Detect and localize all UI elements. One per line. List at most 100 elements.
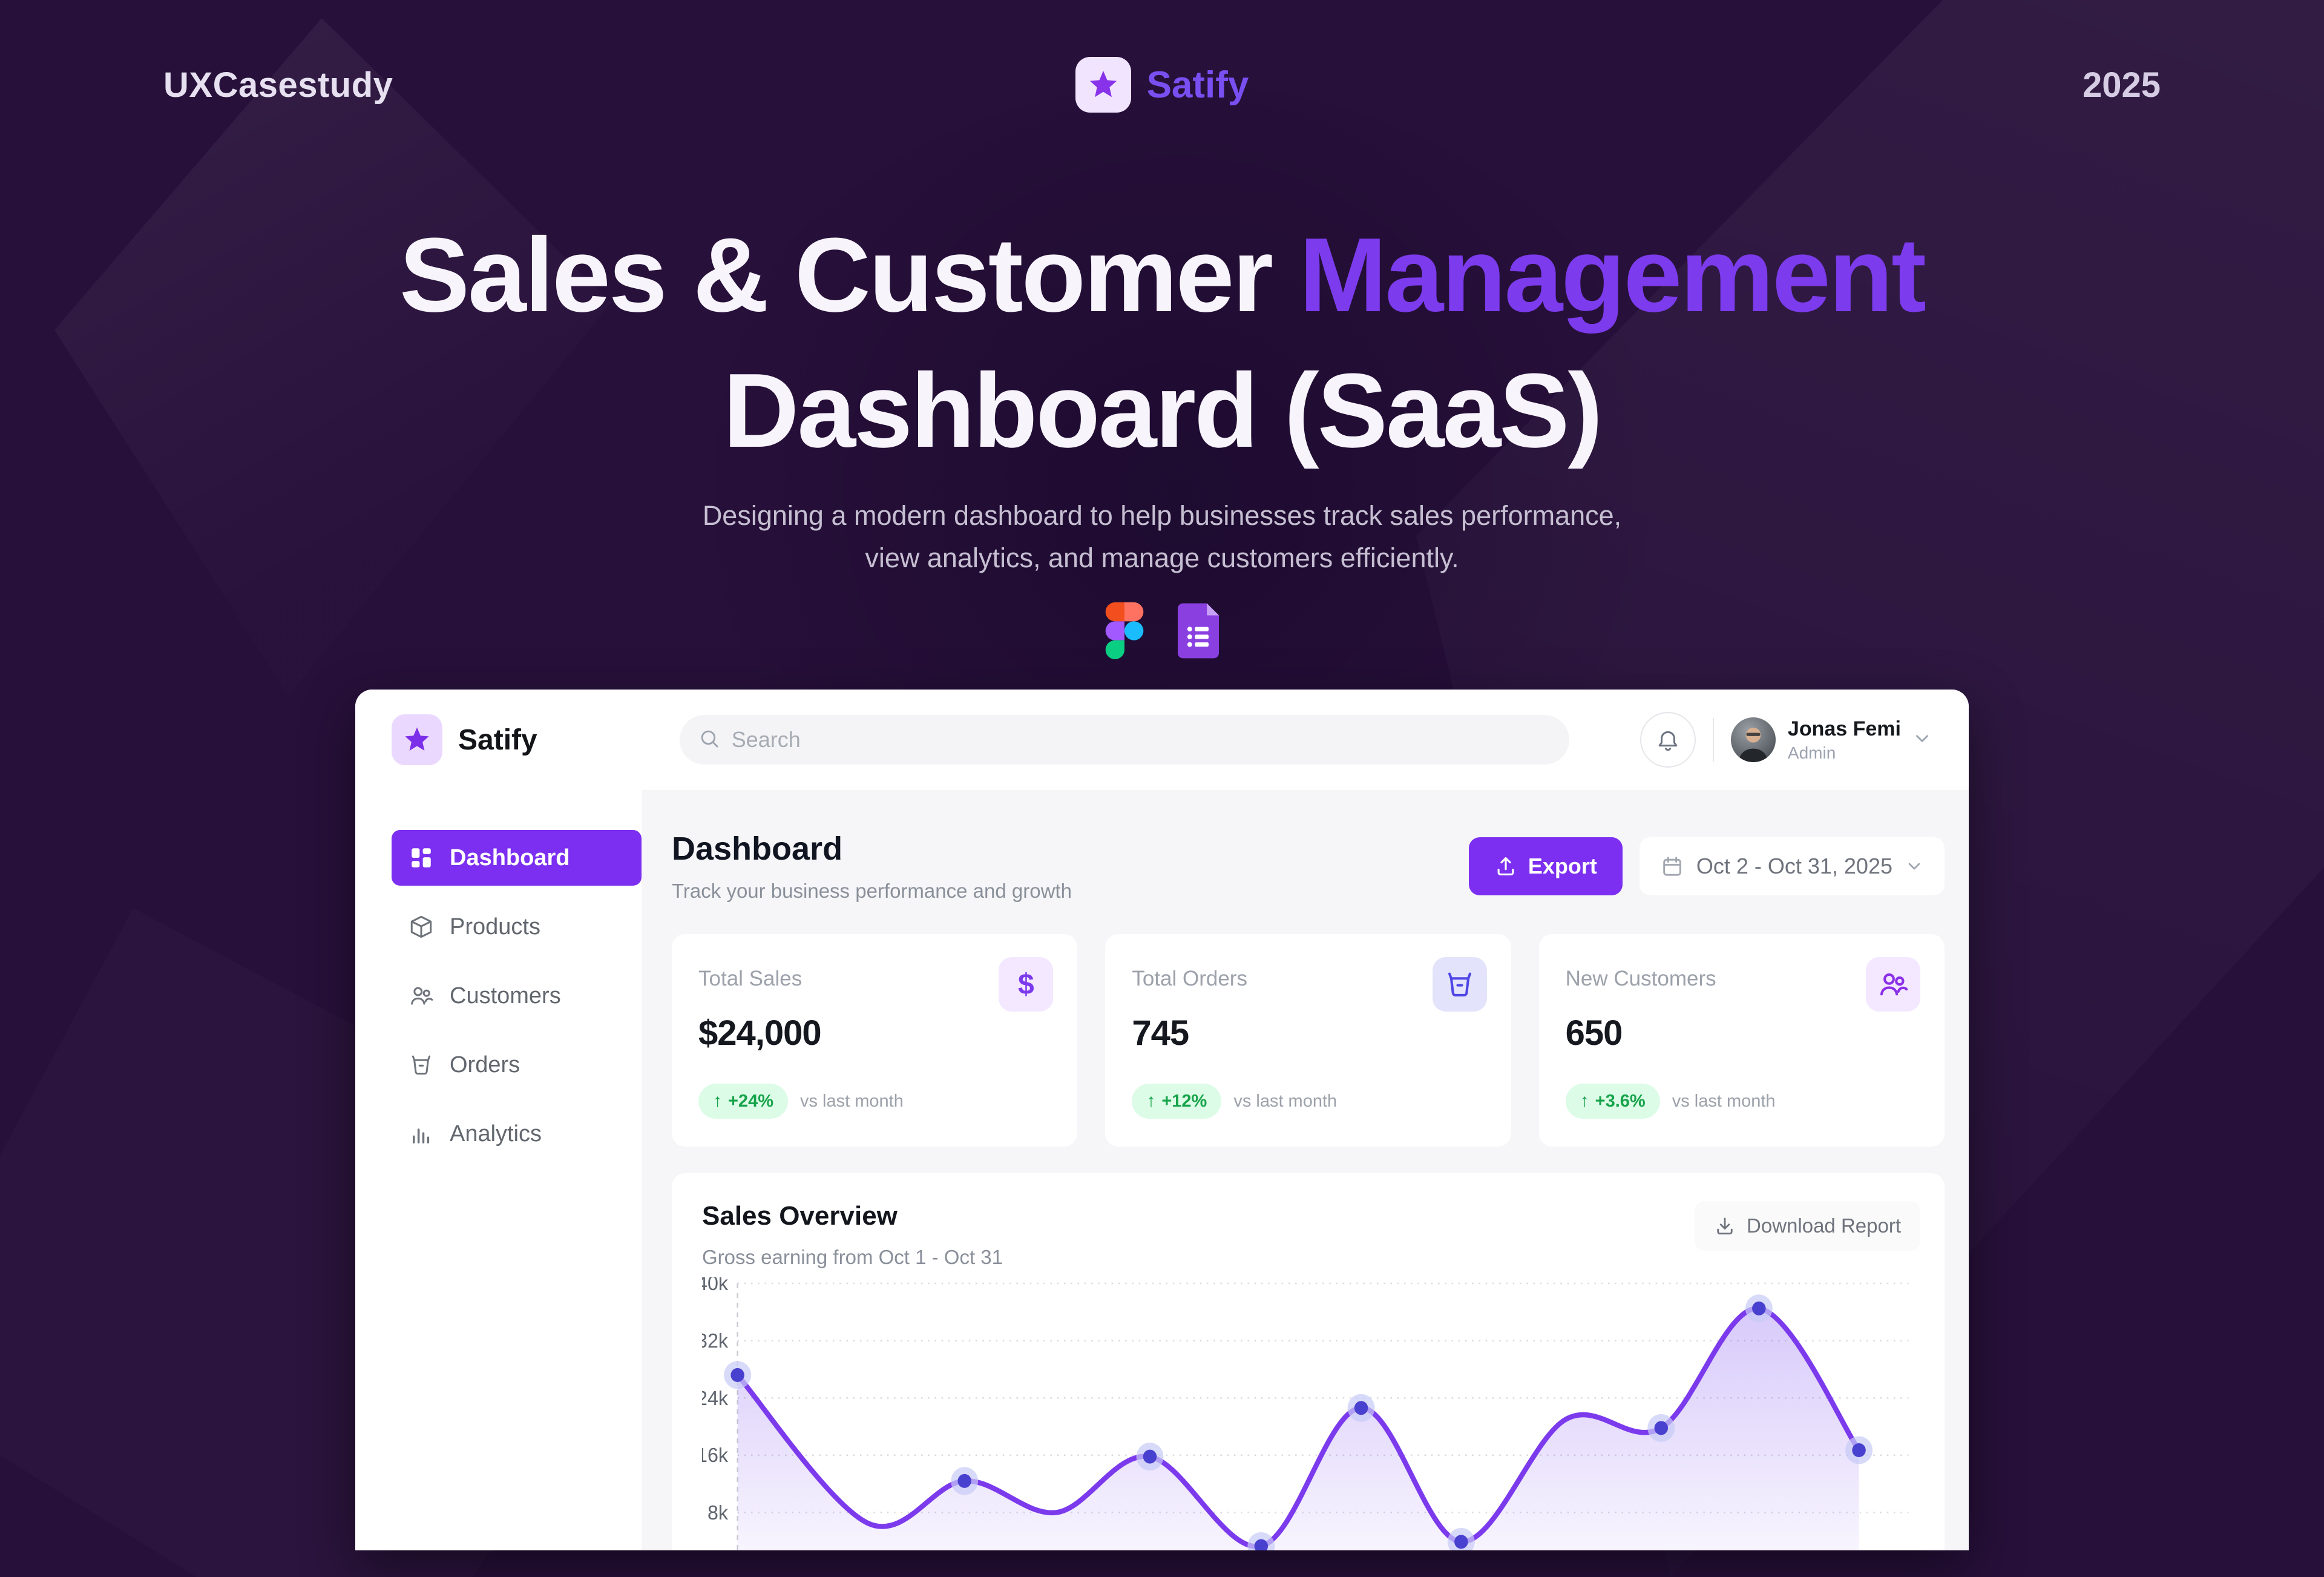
google-forms-icon [1178, 603, 1219, 662]
change-value: +24% [728, 1091, 773, 1111]
users-icon [411, 987, 433, 1006]
search-input[interactable] [731, 727, 1551, 753]
svg-text:32k: 32k [702, 1329, 729, 1352]
stat-label: Total Orders [1132, 967, 1247, 991]
sales-overview-header: Sales Overview Gross earning from Oct 1 … [702, 1201, 1920, 1269]
dashboard-mockup: Satify [355, 690, 1969, 1551]
avatar[interactable] [1730, 717, 1776, 763]
stat-value: $24,000 [698, 1013, 822, 1053]
stat-note: vs last month [1672, 1091, 1776, 1111]
stat-value: 745 [1132, 1013, 1189, 1053]
search-bar[interactable] [679, 715, 1569, 765]
stat-footer: ↑ +24% vs last month [698, 1084, 1051, 1119]
sidebar-item-label: Dashboard [450, 844, 570, 871]
download-icon [1717, 1217, 1733, 1235]
topbar-divider [1712, 718, 1714, 762]
hero-header: UXCasestudy Satify 2025 [0, 0, 2324, 116]
svg-text:40k: 40k [702, 1277, 729, 1294]
change-badge: ↑ +3.6% [1565, 1084, 1660, 1119]
chevron-down-icon[interactable] [1912, 728, 1932, 752]
chart-point [1654, 1421, 1669, 1435]
upload-icon [1497, 857, 1514, 876]
chart-point [957, 1474, 971, 1489]
download-report-button[interactable]: Download Report [1695, 1201, 1920, 1251]
chart-point [730, 1368, 744, 1383]
stat-value: 650 [1565, 1013, 1623, 1053]
sidebar-item-customers[interactable]: Customers [392, 968, 642, 1024]
change-value: +12% [1161, 1091, 1207, 1111]
figma-icon [1105, 602, 1144, 662]
sidebar-item-dashboard[interactable]: Dashboard [392, 830, 642, 886]
app-star-logo-icon [392, 714, 442, 766]
main-header: Dashboard Track your business performanc… [672, 830, 1945, 903]
subtitle-line1: Designing a modern dashboard to help bus… [702, 499, 1622, 531]
chart-y-tick-labels: 40k 32k 24k 16k 8k 0 [702, 1277, 729, 1524]
sidebar-item-label: Orders [450, 1052, 520, 1078]
stat-card-new-customers: New Customers 650 ↑ +3.6% vs last month [1538, 934, 1945, 1147]
hero-logo-label: Satify [1146, 64, 1249, 106]
export-button-label: Export [1528, 854, 1597, 879]
box-icon [410, 916, 432, 938]
notifications-button[interactable] [1640, 712, 1696, 768]
sales-overview-title: Sales Overview [702, 1201, 898, 1231]
sidebar-item-products[interactable]: Products [392, 899, 642, 955]
hero-logo: Satify [1075, 57, 1249, 113]
svg-text:8k: 8k [707, 1501, 729, 1524]
dashboard-body: Dashboard Products Customers Orders [355, 790, 1969, 1551]
export-button[interactable]: Export [1468, 837, 1623, 896]
user-name: Jonas Femi [1787, 717, 1901, 740]
star-logo-icon [1075, 57, 1131, 113]
sidebar-item-analytics[interactable]: Analytics [392, 1106, 642, 1162]
title-line1-prefix: Sales & Customer [399, 216, 1299, 334]
app-logo-label: Satify [458, 723, 537, 756]
svg-text:16k: 16k [702, 1444, 729, 1466]
user-info[interactable]: Jonas Femi Admin [1788, 717, 1901, 763]
chart-area-fill [737, 1308, 1859, 1551]
brand-text: UXCasestudy [163, 65, 393, 105]
basket-icon [412, 1055, 431, 1075]
arrow-up-icon: ↑ [713, 1091, 722, 1111]
grid-icon [412, 848, 431, 868]
download-report-label: Download Report [1747, 1214, 1901, 1237]
user-role: Admin [1787, 743, 1836, 762]
stat-card-total-sales: Total Sales $ $24,000 ↑ +24% vs last mont… [672, 934, 1078, 1147]
sales-overview-card: Sales Overview Gross earning from Oct 1 … [672, 1173, 1945, 1551]
chart-point [1752, 1302, 1766, 1316]
calendar-icon [1663, 857, 1681, 876]
sales-overview-subtitle: Gross earning from Oct 1 - Oct 31 [702, 1246, 1003, 1269]
search-icon [698, 727, 721, 753]
stat-note: vs last month [1233, 1091, 1338, 1111]
sidebar-item-label: Analytics [450, 1121, 542, 1147]
chart-point [1354, 1401, 1368, 1415]
title-line1-accent: Management [1299, 216, 1927, 334]
date-range-selector[interactable]: Oct 2 - Oct 31, 2025 [1639, 837, 1945, 896]
bell-icon [1658, 731, 1678, 751]
stat-card-total-orders: Total Orders 745 ↑ +12% vs last month [1105, 934, 1511, 1147]
chart-markers [724, 1294, 1873, 1551]
stat-label: Total Sales [698, 967, 803, 991]
dashboard-page-subtitle: Track your business performance and grow… [672, 880, 1072, 903]
sidebar-item-orders[interactable]: Orders [392, 1037, 642, 1093]
sales-overview-chart: 40k 32k 24k 16k 8k 0 [702, 1277, 1909, 1551]
page-subtitle: Designing a modern dashboard to help bus… [0, 495, 2324, 579]
stat-footer: ↑ +3.6% vs last month [1565, 1084, 1918, 1119]
page-title: Sales & Customer Management Dashboard (Sa… [0, 207, 2324, 479]
chart-point [1254, 1539, 1269, 1551]
subtitle-line2: view analytics, and manage customers eff… [865, 542, 1459, 573]
change-value: +3.6% [1595, 1091, 1646, 1111]
header-actions: Export Oct 2 - Oct 31, 2025 [1468, 837, 1945, 896]
title-line2: Dashboard (SaaS) [723, 351, 1603, 470]
app-topbar: Satify [355, 690, 1969, 791]
change-badge: ↑ +24% [698, 1084, 788, 1119]
arrow-up-icon: ↑ [1580, 1091, 1589, 1111]
sidebar-item-label: Products [450, 914, 540, 940]
sales-chart-container: 40k 32k 24k 16k 8k 0 [702, 1277, 1920, 1551]
chart-point [1143, 1450, 1157, 1464]
chart-point [1852, 1443, 1866, 1458]
topbar-right-cluster: Jonas Femi Admin [1640, 712, 1932, 768]
chart-line [735, 1306, 1862, 1550]
date-range-label: Oct 2 - Oct 31, 2025 [1696, 854, 1892, 879]
sidebar: Dashboard Products Customers Orders [355, 790, 642, 1551]
tool-icons-row [0, 602, 2324, 662]
